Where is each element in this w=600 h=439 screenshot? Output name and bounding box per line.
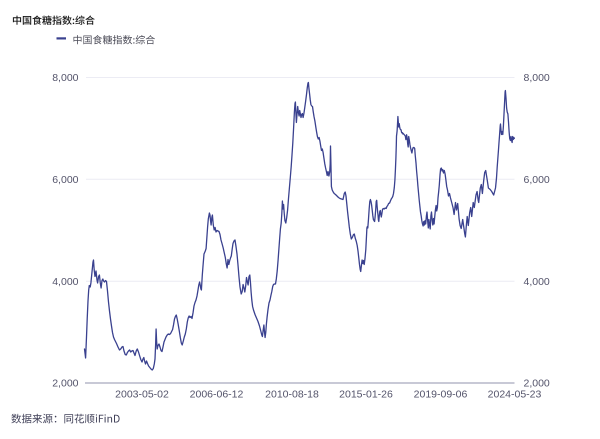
svg-text:2003-05-02: 2003-05-02: [115, 389, 169, 401]
svg-text:6,000: 6,000: [524, 174, 550, 186]
svg-text:8,000: 8,000: [52, 72, 78, 84]
svg-text:2015-01-26: 2015-01-26: [339, 389, 393, 401]
svg-text:2019-09-06: 2019-09-06: [414, 389, 468, 401]
svg-text:4,000: 4,000: [52, 276, 78, 288]
svg-text:2006-06-12: 2006-06-12: [190, 389, 244, 401]
svg-text:6,000: 6,000: [52, 174, 78, 186]
svg-text:2024-05-23: 2024-05-23: [488, 389, 542, 401]
svg-text:2010-08-18: 2010-08-18: [265, 389, 319, 401]
svg-text:2,000: 2,000: [524, 378, 550, 390]
svg-text:4,000: 4,000: [524, 276, 550, 288]
svg-text:2,000: 2,000: [52, 378, 78, 390]
svg-text:8,000: 8,000: [524, 72, 550, 84]
